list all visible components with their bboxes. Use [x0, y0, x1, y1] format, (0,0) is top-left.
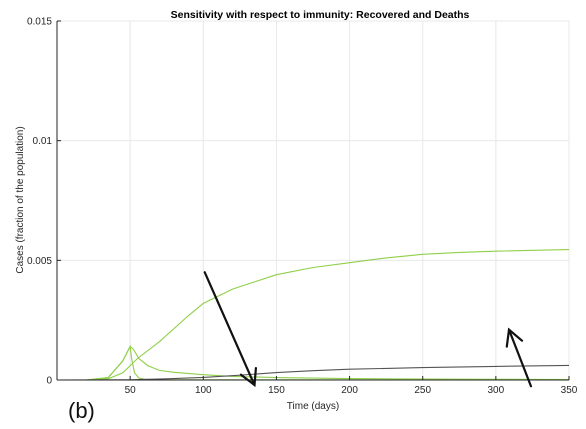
tick-layer: 50 100 150 200 250 300 350 0 0.005 0.01 0.015 — [27, 17, 578, 397]
x-tick-label: 100 — [195, 385, 212, 396]
series-line-3 — [57, 344, 569, 381]
x-tick-label: 250 — [414, 385, 431, 396]
y-axis-label: Cases (fraction of the population) — [15, 126, 26, 273]
series-line-1 — [57, 249, 570, 381]
panel-label: (b) — [68, 398, 95, 423]
annotation-arrow-1 — [203, 271, 256, 387]
annotation-arrowhead-1 — [239, 367, 257, 388]
chart-title: Sensitivity with respect to immunity: Re… — [171, 9, 470, 21]
annotation-arrowhead-2 — [505, 327, 524, 348]
series-layer — [56, 249, 570, 381]
grid-layer — [57, 20, 570, 381]
x-tick-label: 300 — [488, 385, 505, 396]
x-tick-label: 200 — [341, 385, 358, 396]
y-tick-label: 0.01 — [33, 136, 53, 147]
y-tick-label: 0.005 — [27, 256, 52, 267]
annotation-layer — [203, 271, 533, 388]
y-tick-label: 0.015 — [27, 17, 52, 28]
series-line-2 — [57, 345, 570, 381]
x-tick-label: 350 — [561, 385, 578, 396]
y-tick-label: 0 — [46, 376, 52, 387]
x-tick-label: 50 — [125, 385, 137, 396]
series-line-4 — [56, 364, 570, 381]
axis-layer — [56, 21, 569, 381]
x-tick-label: 150 — [268, 385, 285, 396]
annotation-arrow-2 — [507, 328, 533, 388]
x-axis-label: Time (days) — [287, 401, 339, 412]
